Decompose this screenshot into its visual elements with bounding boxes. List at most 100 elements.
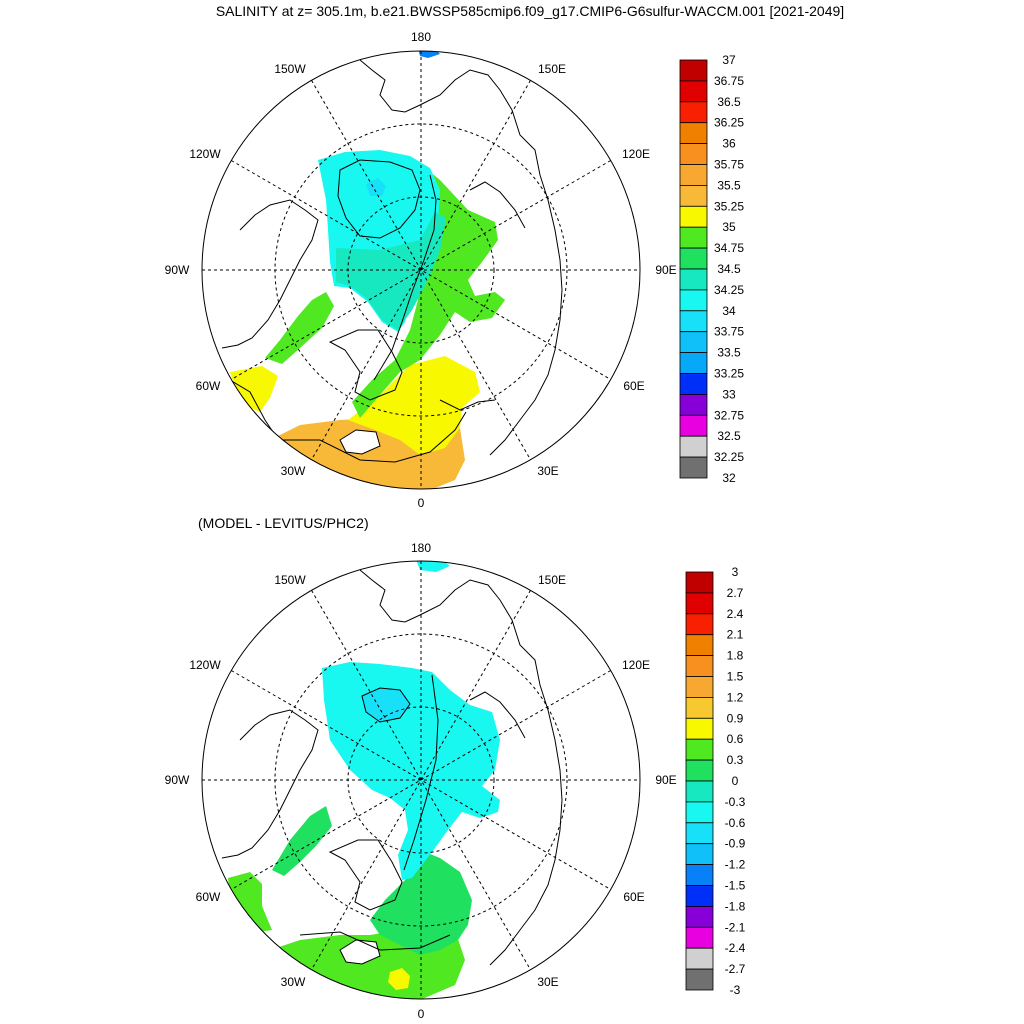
top-field-yellow-west xyxy=(230,366,278,412)
top-field-green-west xyxy=(265,292,334,364)
bottom-label-0: 0 xyxy=(418,1007,425,1021)
top-field-teal xyxy=(336,212,446,330)
bottom-label-60E: 60E xyxy=(623,890,644,904)
top-longitude-labels: 180 150E 120E 90E 60E 30E 0 30W 60W 90W … xyxy=(165,30,677,510)
top-colorbar-label: 32.75 xyxy=(714,408,744,422)
bottom-colorbar-swatch xyxy=(685,759,714,782)
top-field-low-patch xyxy=(366,178,386,196)
top-colorbar-swatch xyxy=(679,289,708,312)
bottom-colorbar-swatch xyxy=(685,906,714,928)
bottom-colorbar-swatch xyxy=(685,885,714,907)
top-label-30E: 30E xyxy=(537,464,558,478)
bottom-label-120W: 120W xyxy=(189,658,221,672)
bottom-colorbar-swatch xyxy=(685,801,714,824)
top-colorbar-label: 34 xyxy=(722,304,736,318)
top-field-green-east xyxy=(352,162,505,418)
bottom-colorbar-label: -1.8 xyxy=(725,899,746,913)
top-colorbar-swatch xyxy=(679,352,708,374)
bottom-colorbar-swatch xyxy=(685,864,714,886)
top-label-0: 0 xyxy=(418,496,425,510)
bottom-colorbar-label: -0.3 xyxy=(725,795,746,809)
top-colorbar-swatch xyxy=(679,59,708,82)
bottom-field-green-west xyxy=(228,872,272,932)
top-colorbar-swatch xyxy=(679,268,708,291)
bottom-map-border xyxy=(201,560,641,1000)
top-polar-map: 180 150E 120E 90E 60E 30E 0 30W 60W 90W … xyxy=(165,30,677,510)
bottom-colorbar-swatch xyxy=(685,717,714,740)
top-colorbar-label: 36.5 xyxy=(717,95,741,109)
top-colorbar-swatch xyxy=(679,435,708,458)
top-colorbar-label: 32 xyxy=(722,471,736,485)
bottom-colorbar-label: 0.6 xyxy=(727,732,744,746)
top-label-90E: 90E xyxy=(655,263,676,277)
top-colorbar-swatch xyxy=(679,101,708,124)
bottom-colorbar-swatch xyxy=(685,655,714,677)
plot-title: SALINITY at z= 305.1m, b.e21.BWSSP585cmi… xyxy=(215,3,845,19)
top-colorbar-swatch xyxy=(679,247,708,270)
top-colorbar-label: 35.5 xyxy=(717,178,741,192)
bottom-colorbar-swatch xyxy=(685,822,714,845)
bottom-field-cyan xyxy=(322,662,500,880)
top-colorbar-label: 34.5 xyxy=(717,262,741,276)
bottom-label-90E: 90E xyxy=(655,773,676,787)
bottom-colorbar-label: -1.5 xyxy=(725,879,746,893)
top-colorbar-label: 34.25 xyxy=(714,283,744,297)
top-colorbar-swatch xyxy=(679,393,708,416)
top-colorbar-swatch xyxy=(679,143,708,165)
top-colorbar-label: 33.5 xyxy=(717,346,741,360)
top-colorbar: 37 36.75 36.5 36.25 36 35.75 35.5 35.25 35 34.75 3… xyxy=(679,53,744,485)
top-colorbar-swatch xyxy=(679,164,708,186)
bottom-colorbar-label: 0 xyxy=(732,774,739,788)
top-colorbar-label: 32.5 xyxy=(717,429,741,443)
top-colorbar-label: 37 xyxy=(722,53,736,67)
bottom-colorbar-label: -0.9 xyxy=(725,837,746,851)
top-colorbar-swatch xyxy=(679,331,708,354)
top-land-iceland xyxy=(339,429,381,455)
bottom-graticule xyxy=(202,561,640,999)
bottom-colorbar-swatch xyxy=(685,613,714,636)
bottom-colorbar-swatch xyxy=(685,968,714,991)
top-colorbar-swatch xyxy=(679,205,708,228)
bottom-colorbar-label: 1.5 xyxy=(727,670,744,684)
bottom-colorbar-swatch xyxy=(685,676,714,698)
bottom-colorbar-label: 2.7 xyxy=(727,586,744,600)
bottom-field-low-patch xyxy=(362,688,410,722)
top-colorbar-swatch xyxy=(679,310,708,333)
top-label-90W: 90W xyxy=(165,263,190,277)
bottom-colorbar: 3 2.7 2.4 2.1 1.8 1.5 1.2 0.9 0.6 0.3 0 -0.3 -0.6 -0.… xyxy=(685,565,746,997)
top-label-120W: 120W xyxy=(189,147,221,161)
bottom-colorbar-label: -0.6 xyxy=(725,816,746,830)
bottom-colorbar-label: 0.9 xyxy=(727,711,744,725)
bottom-colorbar-swatch xyxy=(685,843,714,866)
top-graticule xyxy=(202,51,640,489)
top-colorbar-label: 36.75 xyxy=(714,74,744,88)
bottom-label-150E: 150E xyxy=(538,573,566,587)
bottom-colorbar-label: 3 xyxy=(732,565,739,579)
top-label-30W: 30W xyxy=(281,464,306,478)
bottom-label-90W: 90W xyxy=(165,773,190,787)
bottom-colorbar-label: 0.3 xyxy=(727,753,744,767)
bottom-label-30W: 30W xyxy=(281,975,306,989)
top-colorbar-label: 33.25 xyxy=(714,367,744,381)
top-colorbar-swatch xyxy=(679,414,708,437)
bottom-label-60W: 60W xyxy=(196,890,221,904)
bottom-field-labrador xyxy=(272,806,332,876)
top-colorbar-label: 33 xyxy=(722,387,736,401)
bottom-colorbar-swatch xyxy=(685,780,714,803)
top-label-60W: 60W xyxy=(196,379,221,393)
bottom-colorbar-label: -2.1 xyxy=(725,920,746,934)
bottom-colorbar-swatch xyxy=(685,592,714,615)
bottom-colorbar-label: -2.4 xyxy=(725,941,746,955)
bottom-colorbar-label: -1.2 xyxy=(725,858,746,872)
top-colorbar-label: 32.25 xyxy=(714,450,744,464)
top-coastlines xyxy=(221,59,563,456)
bottom-label-150W: 150W xyxy=(274,573,306,587)
top-map-border xyxy=(201,50,641,490)
top-colorbar-swatch xyxy=(679,80,708,103)
bottom-label-180: 180 xyxy=(411,541,431,555)
bottom-colorbar-label: -3 xyxy=(730,983,741,997)
bottom-colorbar-label: 2.4 xyxy=(727,607,744,621)
bottom-colorbar-swatch xyxy=(685,738,714,761)
bottom-colorbar-label: 2.1 xyxy=(727,628,744,642)
